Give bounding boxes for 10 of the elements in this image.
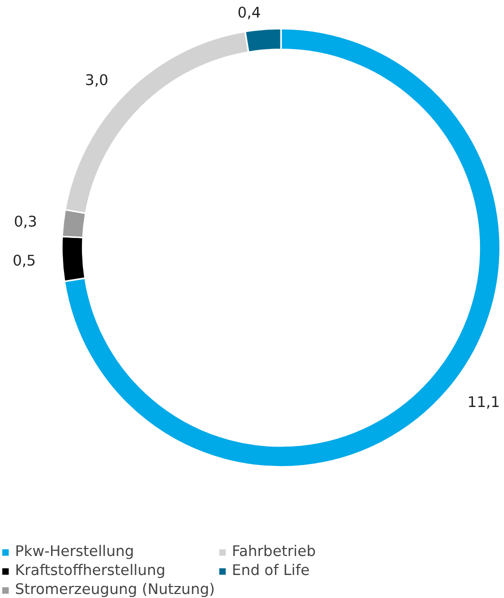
data-label: 11,1 [467, 394, 500, 412]
data-label: 0,4 [238, 4, 261, 22]
legend-label: Fahrbetrieb [232, 543, 317, 560]
data-label: 3,0 [85, 72, 108, 90]
legend-label: Stromerzeugung (Nutzung) [15, 581, 215, 598]
legend-label: End of Life [232, 562, 311, 579]
data-label: 0,5 [12, 252, 36, 270]
legend-label: Pkw-Herstellung [15, 543, 136, 560]
data-label: 0,3 [14, 214, 38, 231]
legend-label: Kraftstoffherstellung [15, 562, 166, 579]
